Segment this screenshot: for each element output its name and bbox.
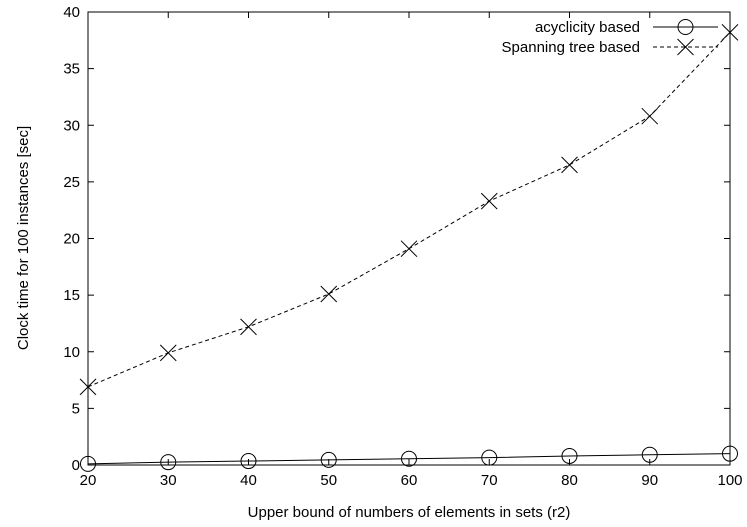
x-tick-label: 50 <box>320 472 337 489</box>
x-tick-label: 30 <box>160 472 177 489</box>
data-point <box>722 445 738 462</box>
data-point <box>641 107 659 125</box>
data-point <box>480 192 498 210</box>
data-point <box>400 240 418 258</box>
y-tick-label: 20 <box>63 231 80 248</box>
y-tick-label: 10 <box>63 344 80 361</box>
x-tick-label: 60 <box>401 472 418 489</box>
data-point <box>320 451 337 468</box>
x-tick-label: 70 <box>481 472 498 489</box>
data-point <box>721 24 739 41</box>
data-point <box>481 449 498 466</box>
series-line <box>87 32 731 388</box>
series-line <box>87 453 731 465</box>
y-tick-label: 25 <box>63 174 80 191</box>
data-point <box>160 454 177 471</box>
legend-marker <box>677 19 694 35</box>
x-tick-label: 90 <box>641 472 658 489</box>
tick-labels: 20 30 40 50 60 70 80 90 100 0 5 10 15 20 25 30 35 40 <box>63 4 742 489</box>
data-point <box>240 318 257 336</box>
y-axis-title: Clock time for 100 instances [sec] <box>15 126 32 350</box>
plot-frame <box>87 11 731 466</box>
series-2 <box>79 24 739 396</box>
x-axis-title: Upper bound of numbers of elements in se… <box>248 504 571 521</box>
series-1 <box>80 445 738 472</box>
y-tick-label: 0 <box>72 457 80 474</box>
x-tick-label: 100 <box>717 472 742 489</box>
x-tick-label: 80 <box>561 472 578 489</box>
tick-marks <box>87 11 731 466</box>
y-tick-label: 40 <box>63 4 80 21</box>
x-tick-label: 40 <box>240 472 257 489</box>
data-point <box>320 285 338 303</box>
data-point <box>79 378 97 396</box>
legend-marker <box>677 38 694 56</box>
data-point <box>561 156 578 174</box>
data-point <box>641 446 658 463</box>
data-point <box>240 453 257 470</box>
x-tick-label: 20 <box>80 472 97 489</box>
data-point <box>561 447 578 464</box>
data-point <box>80 455 96 472</box>
legend-label: Spanning tree based <box>502 39 640 56</box>
data-point <box>159 344 177 362</box>
series-layer <box>79 24 739 472</box>
legend-label: acyclicity based <box>535 19 640 36</box>
y-tick-label: 5 <box>72 400 80 417</box>
data-point <box>401 450 417 467</box>
y-tick-label: 35 <box>63 61 80 78</box>
y-tick-label: 30 <box>63 117 80 134</box>
y-tick-label: 15 <box>63 287 80 304</box>
legend: acyclicity based Spanning tree based <box>502 19 718 56</box>
